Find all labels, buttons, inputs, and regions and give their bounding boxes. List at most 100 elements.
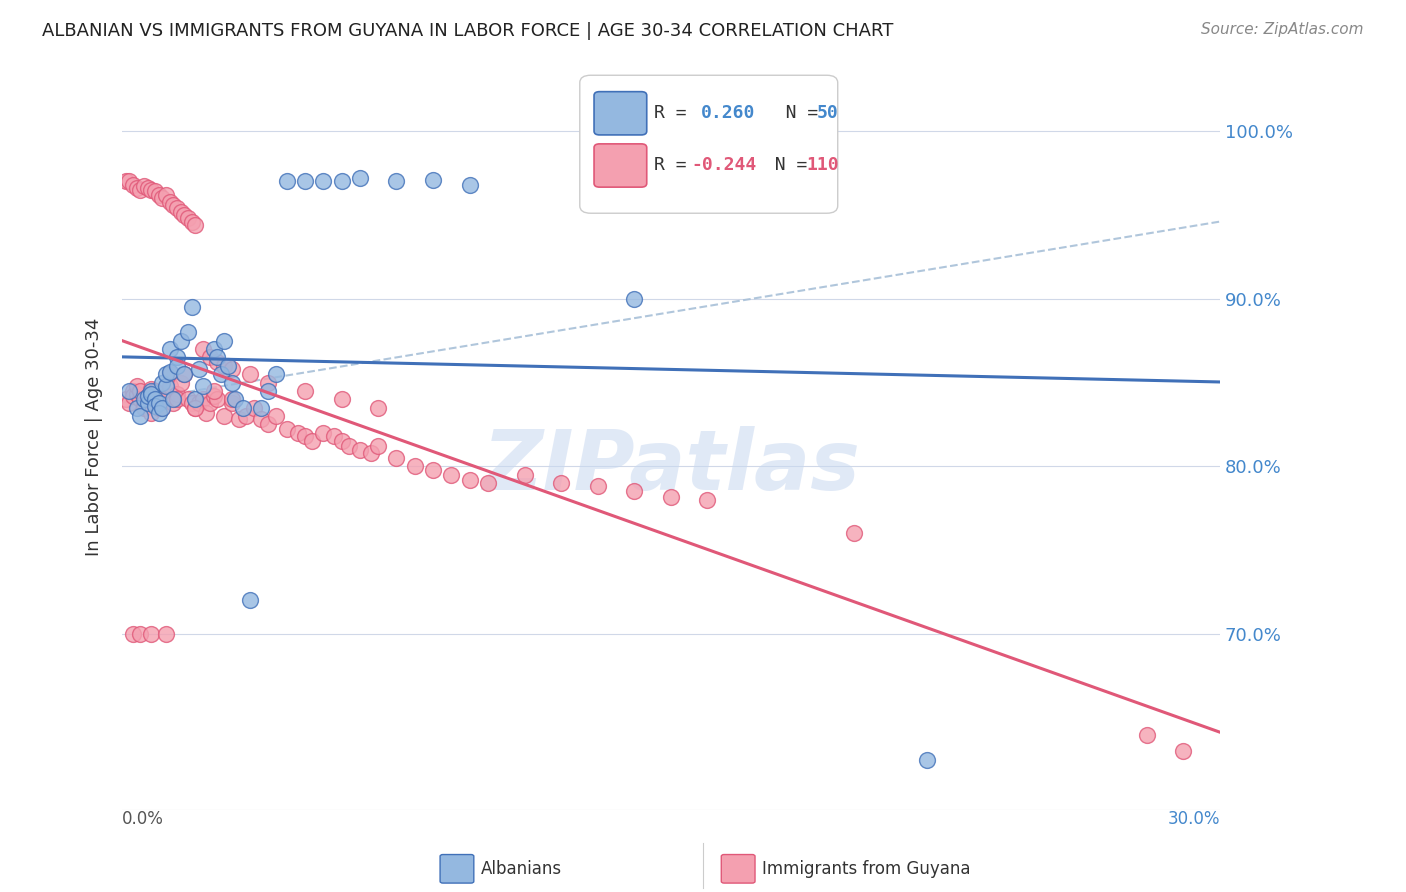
Point [148, 395, 170, 409]
Point [114, 392, 136, 407]
Point [184, 392, 207, 407]
Point [235, 409, 257, 423]
Point [132, 401, 155, 415]
Point [122, 178, 145, 192]
Point [169, 204, 191, 219]
Point [150, 401, 173, 415]
Point [155, 389, 177, 403]
Point [129, 384, 152, 398]
Point [136, 181, 159, 195]
Point [159, 194, 181, 209]
Point [173, 208, 195, 222]
Point [141, 627, 163, 641]
Point [173, 367, 195, 381]
Point [162, 392, 184, 407]
Point [257, 384, 280, 398]
Point [166, 351, 188, 365]
Point [122, 384, 145, 398]
Point [312, 425, 335, 440]
Point [360, 446, 382, 460]
Point [187, 395, 209, 409]
Point [214, 409, 236, 423]
Point [330, 434, 353, 449]
Point [125, 387, 148, 401]
Point [150, 401, 173, 415]
Point [129, 627, 152, 641]
Point [184, 401, 207, 415]
Point [148, 406, 170, 420]
Point [155, 627, 177, 641]
Point [385, 174, 408, 188]
Point [143, 399, 166, 413]
Point [125, 181, 148, 195]
Point [159, 367, 181, 381]
Point [257, 417, 280, 432]
Point [294, 429, 316, 443]
Point [173, 367, 195, 381]
Point [162, 198, 184, 212]
Point [184, 401, 207, 415]
Point [221, 362, 243, 376]
Text: R =: R = [654, 156, 697, 174]
Point [367, 439, 389, 453]
Point [169, 334, 191, 348]
Point [242, 401, 264, 415]
Point [205, 392, 228, 407]
Point [141, 387, 163, 401]
Text: R =: R = [654, 103, 709, 121]
Point [166, 387, 188, 401]
Text: 110: 110 [806, 156, 838, 174]
Point [623, 292, 645, 306]
Point [312, 174, 335, 188]
Point [136, 395, 159, 409]
Point [180, 214, 202, 228]
Point [143, 384, 166, 398]
Point [696, 492, 718, 507]
Point [129, 392, 152, 407]
FancyBboxPatch shape [595, 144, 647, 187]
Point [141, 183, 163, 197]
Point [205, 351, 228, 365]
Point [330, 174, 353, 188]
Point [214, 334, 236, 348]
Point [198, 395, 221, 409]
Point [232, 401, 254, 415]
Point [177, 392, 200, 407]
Point [623, 484, 645, 499]
Text: Albanians: Albanians [481, 860, 562, 878]
Point [221, 395, 243, 409]
Point [177, 325, 200, 339]
Point [195, 406, 218, 420]
Point [122, 627, 145, 641]
Point [184, 218, 207, 232]
Point [150, 392, 173, 407]
Point [264, 367, 287, 381]
Text: Immigrants from Guyana: Immigrants from Guyana [762, 860, 970, 878]
Text: -0.244: -0.244 [692, 156, 756, 174]
Point [250, 401, 273, 415]
Point [155, 392, 177, 407]
Point [337, 439, 360, 453]
Point [209, 367, 232, 381]
Point [198, 351, 221, 365]
Text: 0.260: 0.260 [700, 103, 755, 121]
Point [228, 412, 250, 426]
Point [1171, 744, 1194, 758]
Y-axis label: In Labor Force | Age 30-34: In Labor Force | Age 30-34 [86, 318, 103, 557]
Point [114, 174, 136, 188]
Point [166, 201, 188, 215]
Point [550, 476, 572, 491]
Point [294, 174, 316, 188]
Point [125, 379, 148, 393]
Point [136, 389, 159, 403]
Point [148, 187, 170, 202]
Point [118, 174, 141, 188]
Point [122, 389, 145, 403]
Point [148, 392, 170, 407]
Point [404, 459, 426, 474]
Point [349, 442, 371, 457]
Point [458, 178, 481, 192]
Point [141, 395, 163, 409]
Point [141, 384, 163, 398]
Point [349, 171, 371, 186]
